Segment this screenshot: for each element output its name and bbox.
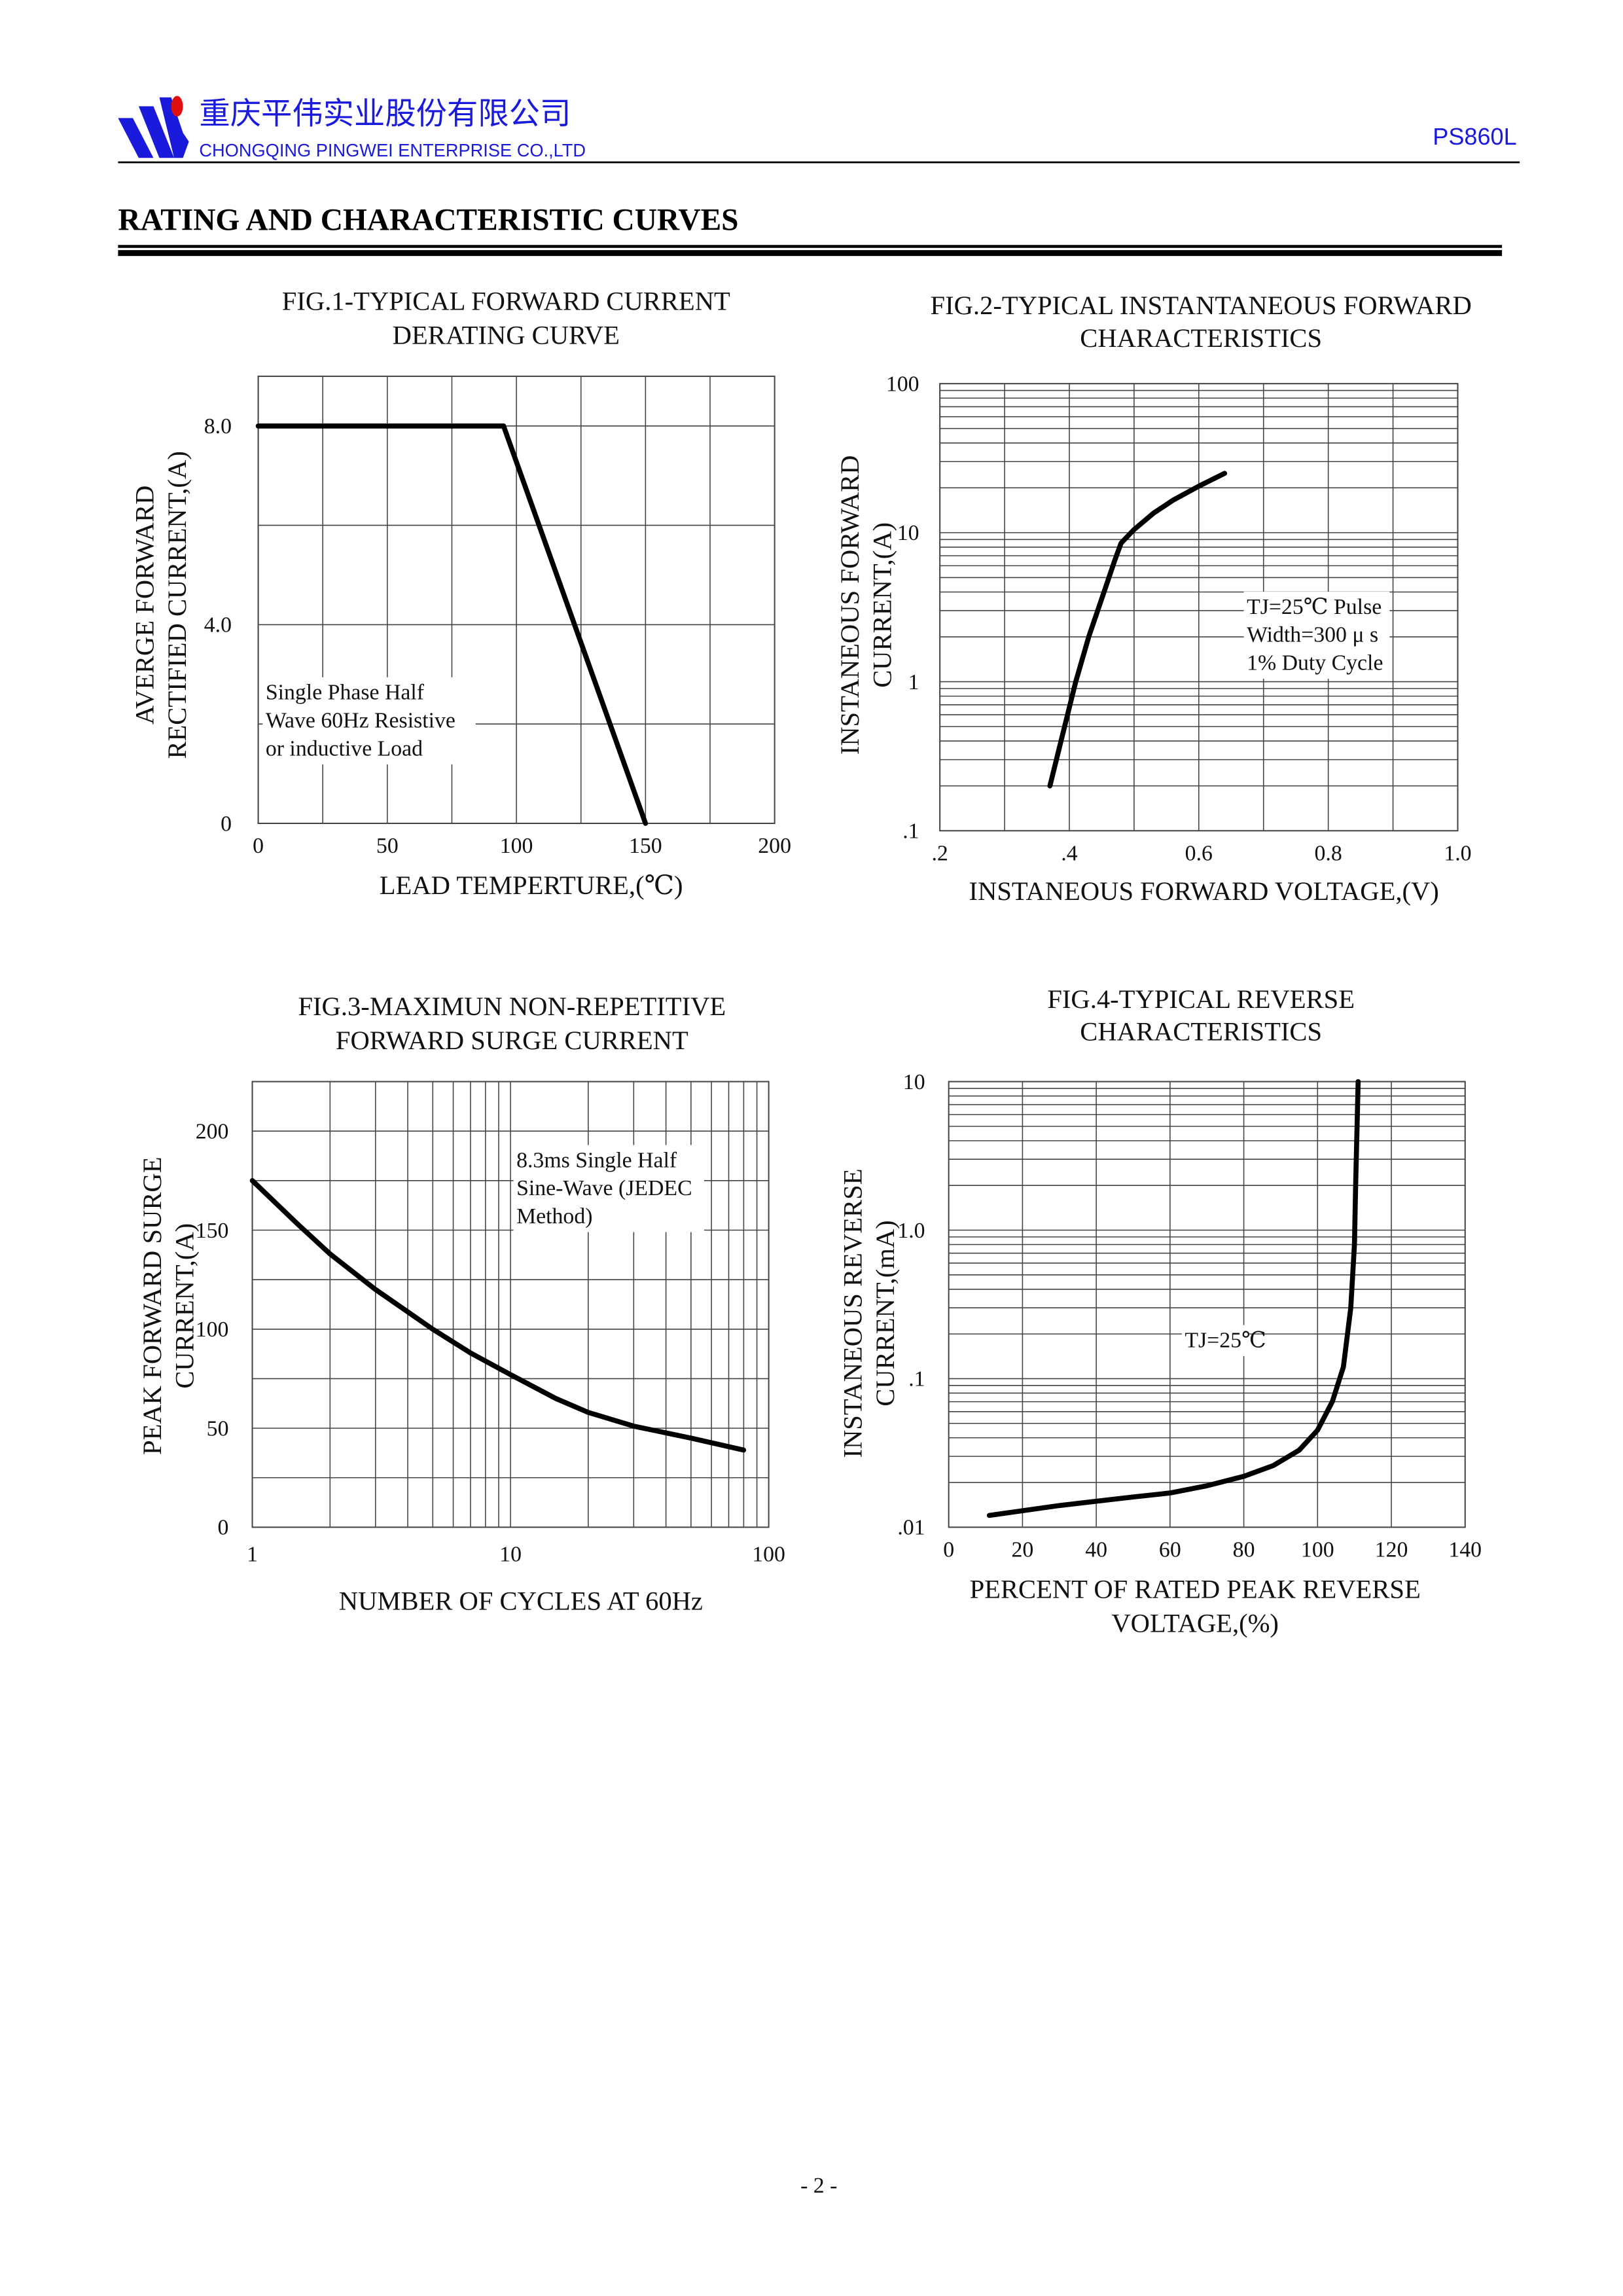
y-tick-label: 10 (897, 521, 919, 545)
x-tick-label: 80 (1233, 1537, 1255, 1562)
annotation-text: Width=300 μ s (1247, 623, 1378, 647)
series-line-surge (249, 1177, 747, 1453)
y-tick-label: 100 (196, 1318, 229, 1342)
x-tick-label: 0.6 (1185, 841, 1213, 865)
company-logo (118, 96, 189, 158)
annotation-background (513, 1145, 704, 1232)
annotation-text: 8.3ms Single Half (516, 1148, 677, 1172)
chart-fig2: TJ=25℃ Pulse Width=300 μ s 1% Duty Cycle .2… (835, 291, 1472, 906)
x-tick-label: 200 (758, 834, 791, 858)
title-rule-thick (118, 250, 1503, 257)
y-tick-label: 200 (196, 1119, 229, 1143)
y-axis-label: CURRENT,(A) (868, 522, 897, 688)
y-tick-label: 10 (903, 1070, 925, 1094)
annotation-text: TJ=25℃ Pulse (1247, 595, 1382, 619)
annotation-text: Method) (516, 1204, 592, 1229)
y-tick-label: 8.0 (204, 414, 232, 439)
annotation-text: 1% Duty Cycle (1247, 651, 1383, 675)
part-number: PS860L (1433, 123, 1516, 150)
x-axis-label: INSTANEOUS FORWARD VOLTAGE,(V) (969, 876, 1439, 906)
x-tick-label: 100 (1301, 1537, 1334, 1562)
y-tick-label: .1 (908, 1367, 925, 1391)
annotation-text: Wave 60Hz Resistive (266, 708, 455, 732)
chart-fig3: 8.3ms Single Half Sine-Wave (JEDEC Method)… (137, 992, 785, 1616)
y-axis-label: AVERGE FORWARD (130, 486, 159, 725)
x-axis-label: PERCENT OF RATED PEAK REVERSE (970, 1575, 1421, 1604)
y-tick-label: .01 (897, 1516, 925, 1540)
y-axis-label: CURRENT,(A) (169, 1223, 199, 1389)
company-name-cn: 重庆平伟实业股份有限公司 (199, 96, 571, 131)
plot-frame (948, 1081, 1466, 1528)
y-tick-label: 0 (218, 1516, 229, 1540)
x-tick-label: 40 (1085, 1537, 1107, 1562)
x-tick-label: 150 (629, 834, 662, 858)
plot-frame (257, 375, 776, 825)
x-tick-label: 100 (752, 1542, 785, 1566)
chart-title: FIG.2-TYPICAL INSTANTANEOUS FORWARD (931, 291, 1472, 320)
x-tick-label: .2 (931, 841, 948, 865)
y-axis-label: INSTANEOUS FORWARD (835, 455, 865, 755)
y-axis-label: RECTIFIED CURRENT,(A) (162, 451, 192, 759)
annotation-background (262, 677, 476, 764)
annotation-text: TJ=25℃ (1185, 1328, 1266, 1352)
y-tick-label: .1 (902, 819, 919, 844)
y-tick-label: 0 (221, 812, 232, 836)
y-axis-label: CURRENT,(mA) (870, 1220, 900, 1406)
company-name-en: CHONGQING PINGWEI ENTERPRISE CO.,LTD (199, 139, 586, 160)
x-axis-label: VOLTAGE,(%) (1111, 1608, 1279, 1638)
y-tick-label: 100 (886, 372, 919, 396)
x-tick-label: 100 (500, 834, 533, 858)
annotation-background (1181, 1325, 1249, 1356)
y-tick-label: 1.0 (897, 1219, 925, 1243)
x-tick-label: 50 (376, 834, 399, 858)
x-tick-label: 120 (1375, 1537, 1408, 1562)
x-tick-label: 0.8 (1315, 841, 1342, 865)
series-line-derating (255, 423, 649, 826)
x-tick-label: 0 (943, 1537, 954, 1562)
x-tick-label: .4 (1061, 841, 1077, 865)
chart-title: CHARACTERISTICS (1080, 323, 1322, 353)
chart-title: DERATING CURVE (393, 320, 620, 350)
y-tick-label: 4.0 (204, 613, 232, 637)
x-tick-label: 1 (247, 1542, 258, 1566)
x-tick-label: 60 (1159, 1537, 1181, 1562)
plot-frame (939, 383, 1459, 832)
annotation-text: Single Phase Half (266, 681, 425, 705)
y-tick-label: 1 (908, 670, 919, 694)
chart-title: CHARACTERISTICS (1080, 1016, 1322, 1046)
title-rule-thin (118, 245, 1503, 248)
annotation-background (1243, 592, 1390, 679)
x-tick-label: 140 (1448, 1537, 1482, 1562)
annotation-text: or inductive Load (266, 736, 423, 761)
x-tick-label: 10 (499, 1542, 522, 1566)
chart-fig4: TJ=25℃ 0 20 40 60 80 100 120 140 .01 .1 1.0 10 FIG.4-… (838, 984, 1482, 1638)
y-tick-label: 150 (196, 1219, 229, 1243)
chart-title: FIG.1-TYPICAL FORWARD CURRENT (282, 286, 730, 315)
x-tick-label: 1.0 (1444, 841, 1471, 865)
y-tick-label: 50 (207, 1416, 229, 1441)
chart-title: FIG.3-MAXIMUN NON-REPETITIVE (298, 992, 726, 1021)
y-axis-label: PEAK FORWARD SURGE (137, 1157, 167, 1454)
x-tick-label: 0 (253, 834, 264, 858)
page-number: - 2 - (800, 2174, 837, 2198)
x-axis-label: LEAD TEMPERTURE,(℃) (380, 870, 683, 900)
series-line-reverse (986, 1079, 1361, 1518)
x-axis-label: NUMBER OF CYCLES AT 60Hz (339, 1587, 703, 1616)
plot-frame (251, 1081, 770, 1528)
annotation-text: Sine-Wave (JEDEC (516, 1176, 692, 1200)
chart-title: FORWARD SURGE CURRENT (336, 1026, 688, 1055)
series-line-forward (1047, 471, 1228, 789)
section-title: RATING AND CHARACTERISTIC CURVES (118, 204, 738, 238)
x-tick-label: 20 (1011, 1537, 1033, 1562)
chart-fig1: Single Phase Half Wave 60Hz Resistive or i… (130, 286, 791, 900)
chart-title: FIG.4-TYPICAL REVERSE (1047, 984, 1355, 1014)
y-axis-label: INSTANEOUS REVERSE (838, 1168, 868, 1458)
